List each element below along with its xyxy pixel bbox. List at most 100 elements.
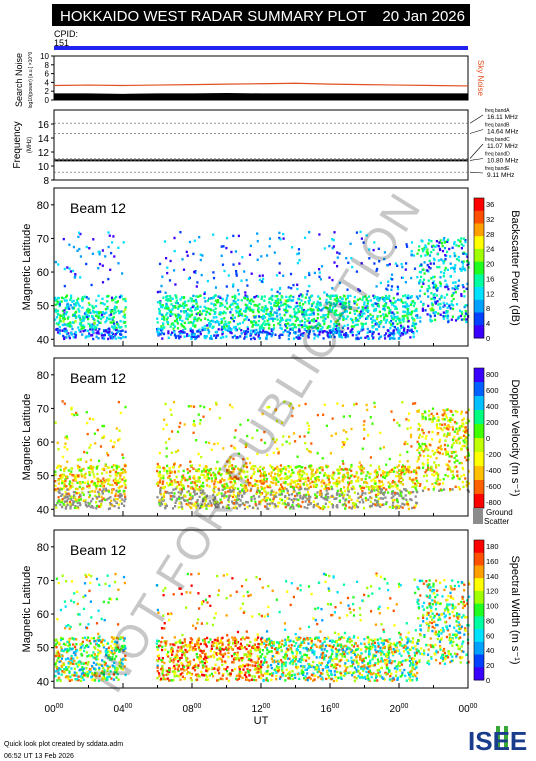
radar-cell: [90, 334, 93, 337]
radar-cell: [436, 265, 439, 269]
radar-cell: [441, 249, 445, 253]
radar-cell: [442, 259, 445, 263]
radar-cell: [221, 488, 224, 491]
radar-cell: [251, 436, 254, 440]
radar-cell: [252, 472, 255, 476]
radar-cell: [321, 457, 324, 460]
radar-cell: [108, 483, 112, 487]
radar-cell: [360, 336, 363, 340]
radar-cell: [95, 485, 98, 488]
radar-cell: [121, 272, 124, 275]
radar-cell: [223, 493, 226, 496]
radar-cell: [225, 285, 228, 288]
radar-cell: [112, 235, 115, 238]
radar-cell: [370, 504, 373, 508]
radar-cell: [402, 320, 405, 323]
radar-cell: [119, 499, 122, 503]
radar-cell: [406, 309, 409, 312]
radar-cell: [263, 495, 266, 499]
radar-cell: [63, 267, 66, 271]
radar-cell: [187, 501, 191, 505]
radar-cell: [460, 447, 463, 451]
radar-cell: [454, 450, 457, 454]
radar-cell: [326, 495, 330, 499]
radar-cell: [219, 498, 222, 501]
radar-cell: [453, 420, 457, 424]
radar-cell: [286, 318, 289, 321]
radar-cell: [442, 305, 445, 308]
radar-cell: [393, 466, 396, 470]
radar-cell: [396, 465, 399, 469]
radar-cell: [223, 269, 226, 273]
radar-cell: [331, 494, 334, 498]
radar-cell: [398, 460, 401, 463]
radar-cell: [220, 328, 223, 331]
radar-cell: [434, 245, 437, 248]
colorbar-segment: [474, 480, 484, 495]
radar-cell: [99, 479, 103, 482]
radar-cell: [226, 307, 229, 310]
radar-cell: [89, 505, 92, 509]
radar-cell: [314, 493, 317, 496]
radar-cell: [299, 293, 302, 296]
radar-cell: [292, 432, 296, 435]
radar-cell: [413, 654, 417, 657]
colorbar-segment: [474, 274, 484, 288]
radar-cell: [215, 401, 218, 405]
radar-cell: [192, 324, 195, 327]
radar-cell: [196, 305, 199, 308]
radar-cell: [311, 310, 314, 313]
radar-cell: [187, 315, 190, 318]
radar-cell: [84, 315, 87, 318]
radar-cell: [196, 312, 199, 315]
radar-cell: [284, 299, 287, 302]
radar-cell: [342, 495, 345, 498]
radar-cell: [308, 428, 311, 431]
radar-cell: [85, 505, 89, 508]
radar-cell: [225, 296, 229, 300]
radar-cell: [174, 336, 178, 339]
radar-cell: [87, 317, 90, 321]
radar-cell: [387, 485, 391, 488]
radar-cell: [345, 298, 348, 301]
radar-cell: [449, 307, 452, 310]
radar-cell: [335, 325, 338, 328]
radar-cell: [104, 463, 107, 466]
radar-cell: [70, 297, 73, 300]
radar-cell: [379, 447, 382, 450]
radar-cell: [434, 464, 437, 467]
radar-cell: [231, 467, 234, 470]
radar-cell: [277, 480, 280, 483]
radar-cell: [460, 461, 463, 465]
radar-cell: [421, 307, 424, 310]
radar-cell: [443, 443, 446, 447]
radar-cell: [279, 316, 282, 319]
radar-cell: [382, 486, 385, 490]
radar-cell: [212, 271, 215, 274]
radar-cell: [77, 235, 80, 239]
radar-cell: [168, 294, 171, 298]
radar-cell: [177, 334, 180, 338]
radar-cell: [219, 304, 222, 308]
radar-cell: [432, 453, 435, 456]
radar-cell: [54, 309, 57, 312]
radar-cell: [105, 471, 108, 474]
radar-cell: [303, 324, 306, 327]
radar-cell: [413, 267, 417, 270]
radar-cell: [234, 325, 237, 329]
radar-cell: [394, 319, 397, 323]
radar-cell: [342, 468, 345, 471]
radar-cell: [276, 304, 279, 307]
radar-cell: [197, 335, 200, 338]
radar-cell: [221, 312, 224, 315]
radar-cell: [269, 493, 272, 496]
radar-cell: [258, 328, 261, 331]
radar-cell: [369, 500, 372, 504]
radar-cell: [113, 441, 116, 444]
radar-cell: [448, 455, 451, 458]
radar-cell: [210, 504, 213, 507]
radar-cell: [276, 315, 279, 318]
radar-cell: [355, 402, 358, 406]
radar-cell: [111, 483, 114, 487]
radar-cell: [433, 485, 436, 489]
